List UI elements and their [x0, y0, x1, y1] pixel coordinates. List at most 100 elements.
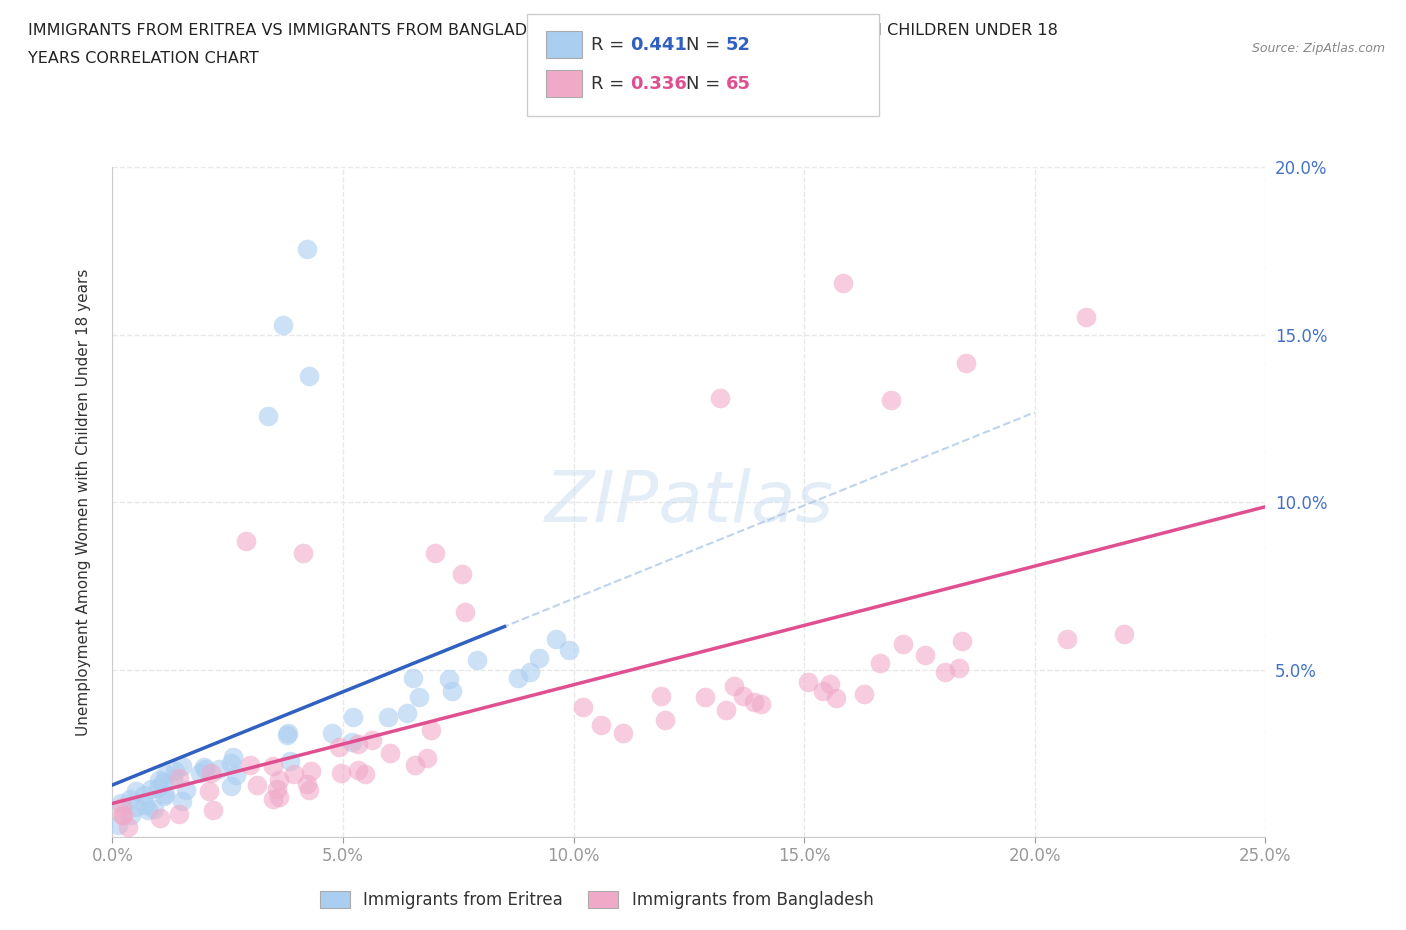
Text: R =: R =	[591, 74, 630, 93]
Point	[222, 750, 245, 764]
Point	[266, 781, 288, 796]
Text: R =: R =	[591, 35, 630, 54]
Text: N =: N =	[686, 74, 725, 93]
Point	[138, 803, 160, 817]
Point	[519, 665, 541, 680]
Point	[402, 671, 425, 685]
Point	[298, 782, 321, 797]
Point	[153, 787, 176, 802]
Point	[197, 784, 219, 799]
Point	[955, 355, 977, 370]
Point	[167, 807, 190, 822]
Point	[1112, 626, 1135, 641]
Point	[749, 697, 772, 711]
Point	[172, 759, 194, 774]
Point	[246, 777, 269, 792]
Point	[225, 767, 247, 782]
Point	[797, 675, 820, 690]
Point	[239, 758, 262, 773]
Point	[361, 733, 384, 748]
Point	[162, 772, 184, 787]
Point	[695, 689, 717, 704]
Point	[544, 631, 567, 646]
Point	[200, 766, 222, 781]
Point	[347, 737, 370, 751]
Point	[172, 793, 194, 808]
Point	[441, 684, 464, 699]
Point	[267, 790, 290, 804]
Text: 0.441: 0.441	[630, 35, 686, 54]
Point	[111, 807, 134, 822]
Point	[742, 695, 765, 710]
Point	[612, 726, 634, 741]
Point	[110, 795, 132, 810]
Text: IMMIGRANTS FROM ERITREA VS IMMIGRANTS FROM BANGLADESH UNEMPLOYMENT AMONG WOMEN W: IMMIGRANTS FROM ERITREA VS IMMIGRANTS FR…	[28, 23, 1057, 38]
Point	[395, 706, 418, 721]
Point	[716, 702, 738, 717]
Point	[298, 368, 321, 383]
Text: ZIPatlas: ZIPatlas	[544, 468, 834, 537]
Point	[853, 686, 876, 701]
Point	[262, 759, 284, 774]
Point	[152, 789, 174, 804]
Point	[297, 242, 319, 257]
Point	[134, 797, 156, 812]
Point	[107, 817, 129, 832]
Point	[914, 648, 936, 663]
Point	[120, 791, 142, 806]
Point	[650, 688, 672, 703]
Point	[165, 764, 187, 778]
Point	[813, 684, 835, 698]
Point	[832, 275, 855, 290]
Point	[188, 765, 211, 780]
Text: 65: 65	[725, 74, 751, 93]
Point	[125, 799, 148, 814]
Text: Source: ZipAtlas.com: Source: ZipAtlas.com	[1251, 42, 1385, 55]
Point	[120, 807, 142, 822]
Point	[437, 671, 460, 686]
Point	[454, 604, 477, 619]
Point	[221, 779, 243, 794]
Point	[194, 762, 217, 777]
Point	[148, 773, 170, 788]
Point	[155, 767, 177, 782]
Point	[451, 567, 474, 582]
Point	[506, 671, 529, 685]
Point	[353, 766, 375, 781]
Point	[342, 710, 364, 724]
Point	[148, 780, 170, 795]
Point	[408, 689, 430, 704]
Point	[111, 800, 134, 815]
Text: N =: N =	[686, 35, 725, 54]
Point	[142, 801, 165, 816]
Point	[193, 760, 215, 775]
Point	[709, 391, 731, 405]
Point	[340, 734, 363, 749]
Point	[278, 754, 301, 769]
Y-axis label: Unemployment Among Women with Children Under 18 years: Unemployment Among Women with Children U…	[76, 269, 91, 736]
Point	[346, 762, 368, 777]
Point	[329, 765, 352, 780]
Point	[276, 728, 298, 743]
Point	[1056, 631, 1078, 646]
Point	[880, 392, 903, 407]
Point	[589, 718, 612, 733]
Point	[465, 653, 488, 668]
Point	[558, 643, 581, 658]
Point	[934, 665, 956, 680]
Point	[733, 688, 755, 703]
Point	[893, 636, 915, 651]
Point	[152, 775, 174, 790]
Point	[176, 783, 198, 798]
Point	[404, 758, 426, 773]
Point	[292, 545, 315, 560]
Text: YEARS CORRELATION CHART: YEARS CORRELATION CHART	[28, 51, 259, 66]
Text: 52: 52	[725, 35, 751, 54]
Text: 0.336: 0.336	[630, 74, 686, 93]
Point	[420, 723, 443, 737]
Point	[125, 784, 148, 799]
Point	[378, 745, 401, 760]
Point	[529, 651, 551, 666]
Point	[321, 726, 343, 741]
Legend: Immigrants from Eritrea, Immigrants from Bangladesh: Immigrants from Eritrea, Immigrants from…	[314, 884, 880, 916]
